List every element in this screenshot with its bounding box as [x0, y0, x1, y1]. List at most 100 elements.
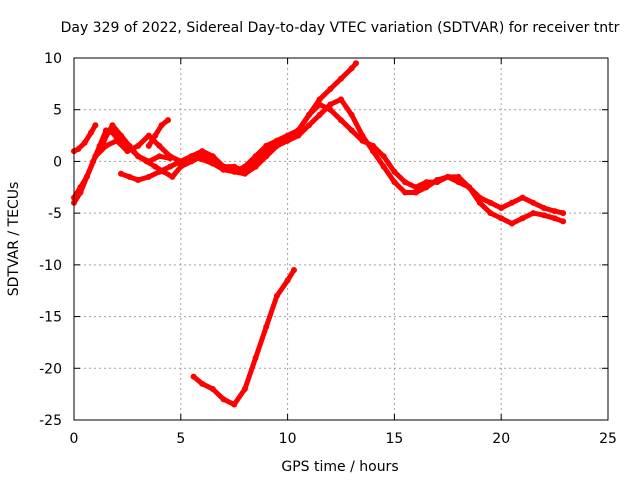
y-tick-label: -25: [39, 413, 62, 429]
data-point: [508, 220, 515, 227]
data-point: [487, 199, 494, 206]
data-point: [487, 210, 494, 217]
data-point: [412, 189, 419, 196]
data-point: [145, 142, 152, 149]
data-point: [190, 373, 197, 380]
data-point: [295, 132, 302, 139]
data-point: [156, 142, 163, 149]
series-line: [71, 60, 359, 206]
data-point: [455, 173, 462, 180]
data-point: [338, 117, 344, 124]
data-point: [560, 210, 567, 217]
data-point: [220, 166, 227, 173]
series-line: [146, 117, 171, 149]
data-point: [359, 132, 366, 139]
y-axis-label: SDTVAR / TECUs: [6, 182, 22, 297]
data-point: [391, 179, 398, 186]
data-point: [498, 215, 505, 222]
x-tick-label: 15: [385, 431, 403, 447]
data-point: [370, 148, 376, 155]
x-tick-label: 10: [279, 431, 297, 447]
data-point: [263, 153, 270, 160]
data-point: [519, 215, 526, 222]
data-point: [167, 153, 174, 160]
data-point: [241, 386, 248, 392]
data-point: [143, 158, 150, 165]
data-point: [199, 148, 206, 155]
data-point: [231, 401, 238, 408]
data-point: [92, 153, 99, 160]
data-point: [77, 189, 84, 196]
grid: [74, 58, 608, 420]
data-point: [551, 208, 558, 215]
data-point: [199, 380, 206, 387]
data-point: [530, 199, 537, 206]
data-point: [126, 173, 133, 180]
data-point: [348, 111, 355, 118]
data-point: [231, 168, 238, 175]
data-point: [519, 194, 526, 201]
data-point: [88, 129, 95, 136]
data-point: [252, 354, 259, 361]
data-point: [273, 292, 280, 299]
data-point: [273, 137, 280, 144]
data-point: [291, 267, 297, 273]
data-point: [551, 215, 558, 222]
data-point: [508, 199, 515, 206]
data-point: [188, 158, 195, 165]
ticks: 0 5 10 15 20 25 -25 -20 -15 -10 -5 0 5 10: [39, 51, 617, 447]
y-tick-label: 10: [44, 51, 62, 67]
data-point: [284, 277, 291, 284]
data-point: [177, 158, 184, 165]
y-tick-label: -10: [39, 258, 62, 274]
y-tick-label: -15: [39, 310, 62, 326]
data-point: [188, 153, 195, 160]
data-point: [391, 168, 398, 175]
y-tick-label: -20: [39, 361, 62, 377]
data-point: [81, 139, 88, 146]
data-point: [209, 386, 216, 392]
data-point: [156, 153, 163, 160]
data-point: [338, 75, 344, 82]
series-line: [191, 267, 297, 407]
chart-title: Day 329 of 2022, Sidereal Day-to-day VTE…: [61, 20, 620, 36]
data-point: [316, 96, 323, 103]
data-point: [380, 163, 387, 170]
y-tick-label: -5: [48, 206, 62, 222]
data-point: [158, 122, 165, 129]
data-point: [152, 163, 159, 170]
x-tick-label: 20: [492, 431, 510, 447]
data-point: [156, 168, 163, 175]
data-point: [167, 163, 174, 170]
data-point: [530, 210, 537, 217]
data-point: [316, 101, 323, 108]
x-tick-label: 25: [599, 431, 617, 447]
series-track-1: [71, 122, 99, 155]
data-point: [540, 212, 547, 219]
data-point: [177, 163, 184, 170]
data-point: [241, 170, 248, 177]
data-point: [209, 153, 216, 160]
data-point: [135, 142, 142, 149]
data-point: [135, 153, 142, 160]
x-tick-label: 0: [70, 431, 79, 447]
series-track-5: [118, 96, 567, 227]
data-point: [348, 65, 355, 72]
data-point: [284, 137, 291, 144]
data-point: [241, 163, 248, 170]
data-point: [231, 163, 238, 170]
y-tick-label: 5: [53, 103, 62, 119]
series-track-6: [145, 117, 171, 149]
data-point: [263, 142, 270, 149]
data-point: [423, 184, 430, 191]
data-point: [540, 205, 547, 211]
data-point: [145, 173, 152, 180]
data-point: [402, 179, 409, 186]
data-point: [135, 177, 142, 183]
data-point: [402, 189, 409, 196]
y-tick-label: 0: [53, 154, 62, 170]
data-point: [145, 132, 152, 139]
data-point: [109, 122, 116, 129]
data-point: [263, 323, 270, 330]
